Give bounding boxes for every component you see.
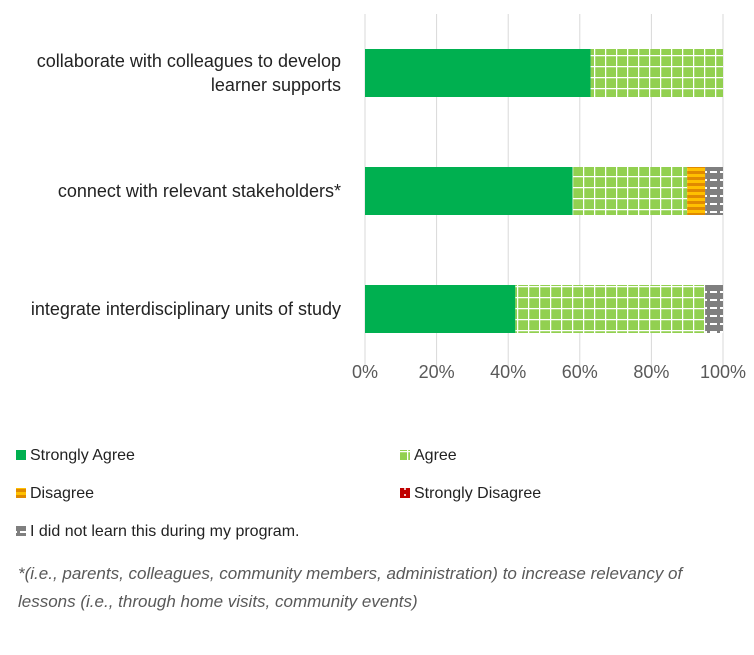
legend-swatch-pattern (16, 488, 26, 498)
x-tick-label: 0% (352, 362, 378, 382)
bar-pattern (515, 285, 706, 333)
bar-segment (365, 49, 591, 97)
legend-swatch-pattern (16, 526, 26, 536)
x-tick-label: 60% (562, 362, 598, 382)
bar-segment (365, 167, 573, 215)
category-label: integrate interdisciplinary units of stu… (30, 298, 341, 319)
legend-label: Strongly Disagree (414, 485, 541, 502)
category-label: collaborate with colleagues to develop l… (36, 50, 341, 95)
x-tick-label: 100% (700, 362, 746, 382)
x-tick-label: 80% (633, 362, 669, 382)
legend-swatch-pattern (400, 488, 410, 498)
legend-label: Disagree (30, 485, 94, 502)
x-tick-label: 20% (419, 362, 455, 382)
bar-pattern (572, 167, 688, 215)
bar-segment (365, 285, 516, 333)
bar-pattern (590, 49, 723, 97)
bar-pattern (705, 167, 723, 215)
bar-pattern (687, 167, 706, 215)
legend-label: Strongly Agree (30, 447, 135, 464)
footnote: *(i.e., parents, colleagues, community m… (18, 564, 683, 612)
category-label: connect with relevant stakeholders* (57, 180, 341, 201)
x-tick-label: 40% (490, 362, 526, 382)
legend-label: Agree (414, 447, 457, 464)
legend-swatch (16, 450, 26, 460)
legend-swatch-pattern (400, 450, 410, 460)
legend-label: I did not learn this during my program. (30, 523, 299, 540)
bar-pattern (705, 285, 723, 333)
